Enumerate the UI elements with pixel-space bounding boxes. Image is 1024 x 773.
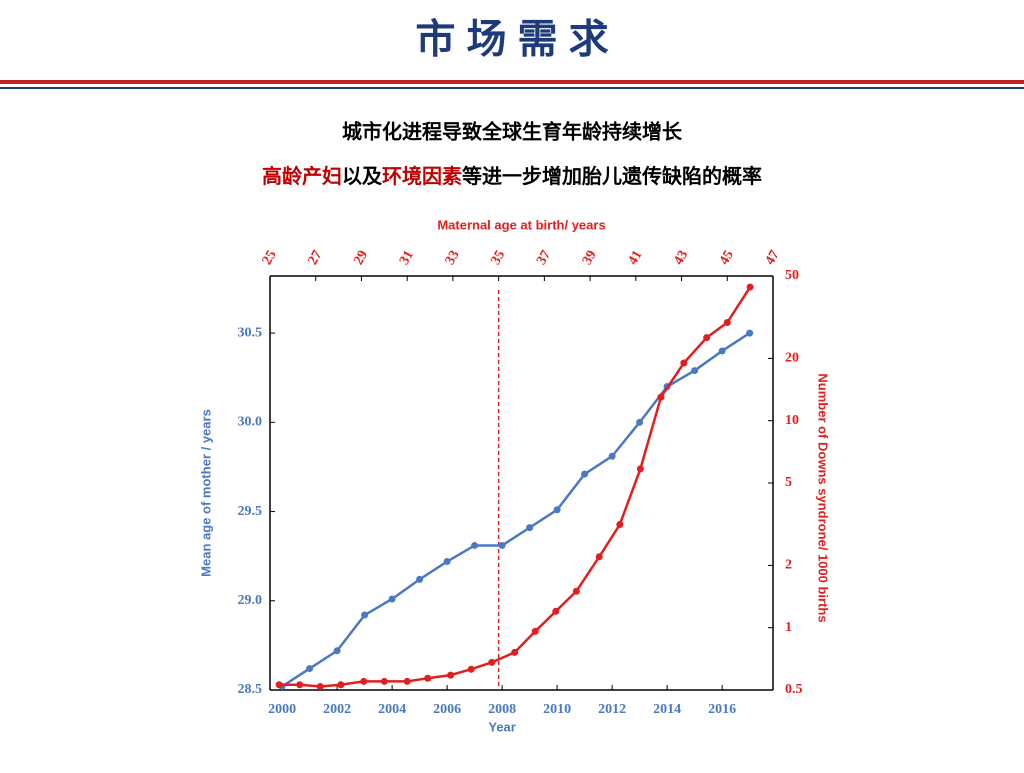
x2-tick-label: 35 [488,248,508,268]
data-point [718,347,726,355]
data-point [337,681,345,689]
data-point [553,506,561,514]
y2-tick-label: 50 [785,268,799,283]
y2-tick-label: 5 [785,475,792,490]
subtitle-line-2: 高龄产妇以及环境因素等进一步增加胎儿遗传缺陷的概率 [262,164,762,188]
data-point [316,682,324,690]
data-point [746,283,754,291]
header-rule-red [0,80,1024,84]
x2-tick-label: 45 [717,248,737,268]
y-tick-label: 29.5 [238,504,263,519]
y2-tick-label: 20 [785,351,799,366]
data-point [636,418,644,426]
x2-tick-label: 43 [671,248,691,268]
data-point [703,334,711,342]
data-point [380,677,388,685]
data-point [581,470,589,478]
x2-tick-label: 25 [260,248,280,268]
data-point [416,575,424,583]
data-point [333,647,341,655]
data-point [275,681,283,689]
x-tick-label: 2016 [708,702,736,717]
x2-tick-label: 41 [626,248,646,268]
data-point [498,541,506,549]
data-point [306,665,314,673]
series-line [281,332,751,688]
data-point [680,359,688,367]
y-tick-label: 28.5 [238,682,263,697]
data-point [488,658,496,666]
x2-tick-label: 31 [397,248,417,268]
data-point [511,648,519,656]
data-point [424,674,432,682]
subtitle-segment: 环境因素 [382,164,462,188]
x2-tick-label: 47 [763,248,783,268]
data-point [691,367,699,375]
subtitle-segment: 高龄产妇 [262,164,342,188]
x2-axis-title: Maternal age at birth/ years [437,217,605,232]
y-axis-title: Mean age of mother / years [198,409,213,577]
data-point [443,558,451,566]
x-tick-label: 2000 [268,702,296,717]
slide-title: 市 场 需 求 [415,18,608,62]
x2-tick-label: 29 [351,248,371,268]
data-point [447,671,455,679]
x-axis-title: Year [488,719,515,734]
x-tick-label: 2014 [653,702,681,717]
data-point [723,319,731,327]
data-point [388,595,396,603]
subtitle-segment: 等进一步增加胎儿遗传缺陷的概率 [462,164,762,188]
y-tick-label: 30.5 [238,325,263,340]
series-line [279,286,752,688]
y2-tick-label: 1 [785,620,792,635]
y2-axis-title: Number of Downs syndrone/ 1000 births [816,373,831,622]
data-point [526,524,534,532]
data-point [361,611,369,619]
data-point [636,465,644,473]
data-point [657,393,665,401]
y2-tick-label: 10 [785,413,799,428]
data-point [572,587,580,595]
x2-tick-label: 33 [443,248,463,268]
subtitle-segment: 以及 [342,165,383,188]
y2-tick-label: 0.5 [785,682,803,697]
x2-tick-label: 37 [534,248,554,268]
x-tick-label: 2004 [378,702,406,717]
data-point [531,627,539,635]
x-tick-label: 2008 [488,702,516,717]
x-tick-label: 2006 [433,702,461,717]
y-tick-label: 29.0 [238,593,263,608]
data-point [595,553,603,561]
header-rule-blue [0,87,1024,89]
data-point [467,665,475,673]
data-point [616,521,624,529]
subtitle-line-1: 城市化进程导致全球生育年龄持续增长 [342,119,683,143]
data-point [608,452,616,460]
data-point [746,329,754,337]
data-point [360,677,368,685]
y2-tick-label: 2 [785,558,792,573]
data-point [552,607,560,615]
y-tick-label: 30.0 [238,415,263,430]
x-tick-label: 2012 [598,702,626,717]
data-point [403,677,411,685]
x-tick-label: 2002 [323,702,351,717]
x2-tick-label: 27 [305,248,325,268]
x-tick-label: 2010 [543,702,571,717]
x2-tick-label: 39 [580,248,600,268]
data-point [296,681,304,689]
data-point [471,541,479,549]
